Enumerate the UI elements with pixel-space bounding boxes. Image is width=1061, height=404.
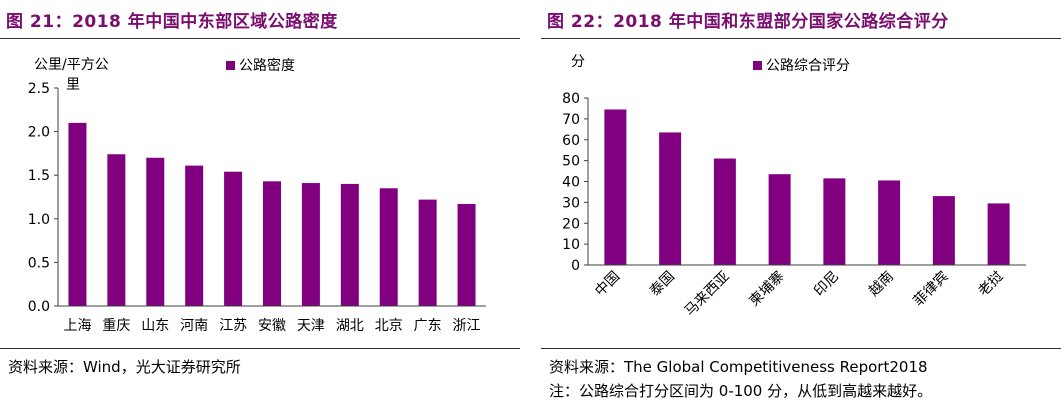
figure-21-title: 图 21：2018 年中国中东部区域公路密度 bbox=[6, 12, 338, 32]
bar bbox=[418, 199, 437, 306]
figure-22-title: 图 22：2018 年中国和东盟部分国家公路综合评分 bbox=[547, 12, 949, 32]
y-tick-label: 1.0 bbox=[28, 212, 50, 228]
bar bbox=[823, 178, 846, 265]
y-tick-label: 0.5 bbox=[28, 255, 50, 271]
road-density-chart: 公里/平方公 里 公路密度 0.0 0.5 1.0 1.5 2.0 2.5 上海 重庆 山东河… bbox=[28, 57, 486, 334]
figure-22-source: 资料来源：The Global Competitiveness Report20… bbox=[549, 358, 928, 376]
bar bbox=[340, 183, 359, 306]
y-tick-label: 50 bbox=[562, 154, 580, 170]
x-category-label: 马来西亚 bbox=[682, 269, 733, 320]
y-tick-label: 2.0 bbox=[28, 125, 50, 141]
y-tick-label: 20 bbox=[562, 216, 580, 232]
bar bbox=[146, 157, 165, 306]
x-category-label: 广东 bbox=[414, 318, 442, 334]
source-divider bbox=[541, 348, 1061, 349]
x-category-label: 河南 bbox=[180, 318, 208, 334]
bar bbox=[263, 181, 281, 306]
x-category-label: 越南 bbox=[866, 269, 897, 300]
legend: 公路综合评分 bbox=[753, 58, 850, 74]
x-category-label: 北京 bbox=[375, 318, 403, 334]
title-divider bbox=[541, 38, 1061, 39]
legend-swatch bbox=[753, 61, 762, 70]
figure-22-panel: 图 22：2018 年中国和东盟部分国家公路综合评分 分 公路综合评分 0 10 2… bbox=[541, 0, 1061, 404]
x-category-label: 印尼 bbox=[811, 269, 842, 300]
y-tick-label: 0 bbox=[571, 258, 580, 274]
bar bbox=[107, 154, 126, 306]
x-category-label: 天津 bbox=[297, 318, 325, 334]
x-category-label: 江苏 bbox=[219, 318, 247, 334]
bar bbox=[604, 109, 627, 265]
x-category-label: 山东 bbox=[141, 318, 169, 334]
x-category-label: 安徽 bbox=[258, 318, 286, 334]
y-tick-label: 40 bbox=[562, 175, 580, 191]
x-category-label: 菲律宾 bbox=[911, 269, 952, 310]
y-tick-label: 10 bbox=[562, 237, 580, 253]
x-category-label: 中国 bbox=[592, 269, 623, 300]
x-category-label: 湖北 bbox=[336, 318, 364, 334]
x-category-label: 老挝 bbox=[975, 269, 1006, 300]
source-divider bbox=[0, 348, 520, 349]
bar bbox=[987, 203, 1010, 265]
y-axis-label-line1: 公里/平方公 bbox=[34, 57, 109, 73]
legend: 公路密度 bbox=[226, 57, 295, 74]
bar bbox=[768, 174, 791, 265]
bar bbox=[379, 188, 398, 306]
road-score-chart: 分 公路综合评分 0 10 20 30 40 50 60 70 80 中国 泰国 马来西亚 柬埔寨 印尼… bbox=[562, 54, 1026, 320]
bar bbox=[185, 165, 204, 306]
x-category-label: 泰国 bbox=[647, 269, 678, 300]
y-tick-label: 80 bbox=[562, 91, 580, 107]
legend-label: 公路综合评分 bbox=[766, 58, 850, 74]
legend-label: 公路密度 bbox=[239, 57, 295, 74]
y-tick-label: 1.5 bbox=[28, 168, 50, 184]
legend-swatch bbox=[226, 61, 235, 70]
x-category-label: 重庆 bbox=[102, 318, 130, 334]
figure-22-note: 注：公路综合打分区间为 0-100 分，从低到高越来越好。 bbox=[549, 382, 933, 400]
bar bbox=[457, 203, 476, 306]
y-tick-label: 30 bbox=[562, 195, 580, 211]
x-category-label: 浙江 bbox=[453, 318, 481, 334]
y-tick-label: 2.5 bbox=[28, 81, 50, 97]
y-tick-label: 70 bbox=[562, 112, 580, 128]
bar bbox=[932, 196, 955, 265]
bar bbox=[659, 132, 682, 265]
x-category-label: 柬埔寨 bbox=[746, 268, 788, 310]
title-divider bbox=[0, 38, 520, 39]
y-tick-label: 0.0 bbox=[28, 299, 50, 315]
bar bbox=[713, 158, 736, 265]
y-tick-label: 60 bbox=[562, 133, 580, 149]
figure-21-panel: 图 21：2018 年中国中东部区域公路密度 公里/平方公 里 公路密度 0.0… bbox=[0, 0, 520, 404]
figure-21-source: 资料来源：Wind，光大证券研究所 bbox=[8, 358, 241, 376]
bar bbox=[301, 183, 320, 306]
x-category-label: 上海 bbox=[63, 318, 91, 334]
bar bbox=[878, 180, 901, 265]
y-axis-label: 分 bbox=[571, 54, 585, 70]
bar bbox=[68, 122, 87, 306]
bar bbox=[224, 171, 243, 306]
y-axis-label-line2: 里 bbox=[66, 77, 80, 93]
